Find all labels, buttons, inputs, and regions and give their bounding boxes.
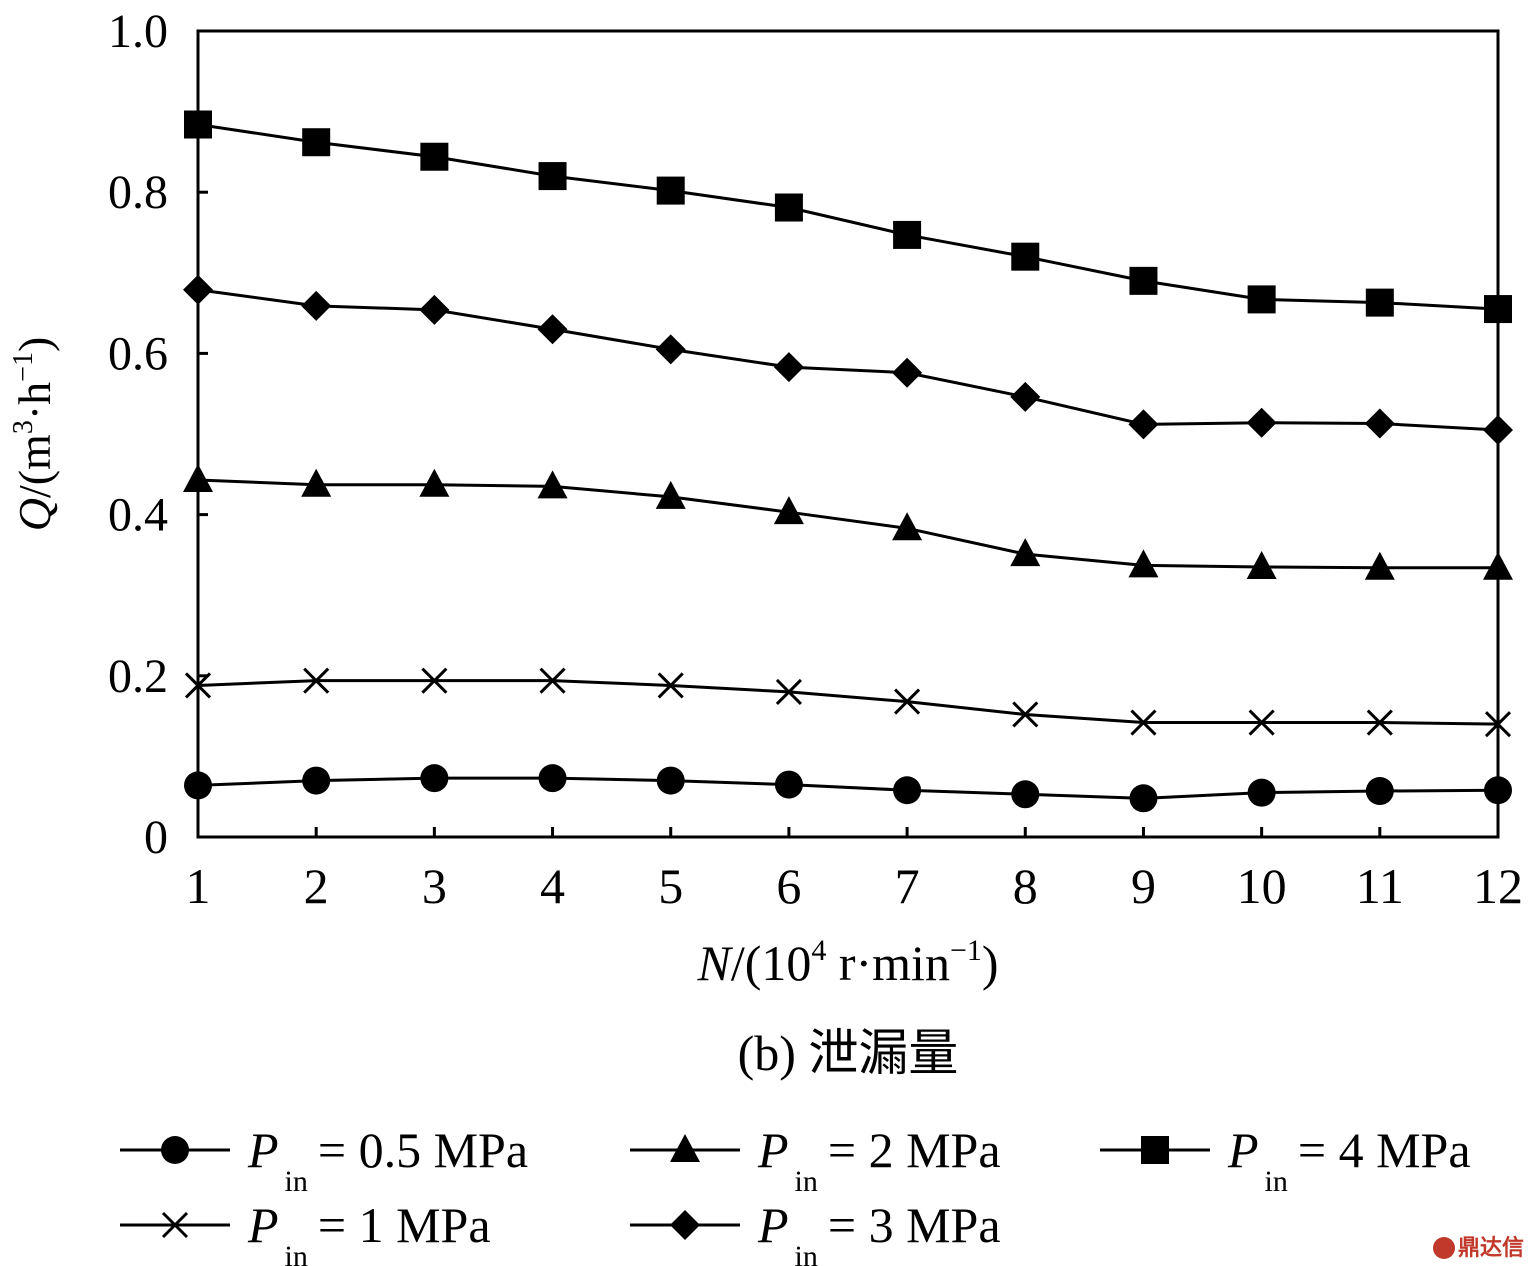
y-axis-ticks: 0 0.2 0.4 0.6 0.8 1.0 <box>108 5 208 864</box>
series-line <box>197 776 1499 800</box>
watermark-seal-icon <box>1432 1237 1455 1259</box>
y-axis-label: Q/(m3·h−1) <box>8 337 60 532</box>
data-point-diamond <box>1128 409 1159 440</box>
data-point-triangle <box>1364 551 1395 580</box>
series-x <box>184 667 1512 738</box>
data-point-circle <box>1011 780 1040 809</box>
x-axis-ticks: 1 2 3 4 5 6 7 8 9 10 11 12 <box>186 827 1523 914</box>
series-diamond <box>183 274 1513 445</box>
data-point-triangle <box>419 468 450 497</box>
x-tick-label: 2 <box>304 858 329 914</box>
legend-item: Pin= 2 MPa <box>630 1122 1001 1198</box>
series-circle <box>184 764 1512 813</box>
series-line <box>197 288 1499 432</box>
legend-marker-circle <box>161 1136 189 1164</box>
data-point-square <box>1247 285 1276 314</box>
data-point-circle <box>420 764 449 793</box>
series-layer <box>183 110 1513 813</box>
data-point-triangle <box>537 470 568 499</box>
data-point-circle <box>774 770 803 799</box>
legend-item: Pin= 4 MPa <box>1100 1122 1471 1198</box>
data-point-circle <box>1365 777 1394 806</box>
watermark-text: 鼎达信 <box>1457 1236 1524 1261</box>
data-point-square <box>1484 295 1512 324</box>
y-tick-label: 0.4 <box>108 489 168 542</box>
data-point-diamond <box>301 290 332 321</box>
data-point-diamond <box>655 334 686 365</box>
data-point-diamond <box>892 357 923 388</box>
y-tick-label: 0.8 <box>108 166 168 219</box>
data-point-triangle <box>301 468 332 497</box>
x-tick-label: 4 <box>540 858 565 914</box>
data-point-diamond <box>537 314 568 345</box>
x-tick-label: 3 <box>422 858 447 914</box>
legend-marker-square <box>1141 1136 1169 1164</box>
data-point-circle <box>1484 776 1512 805</box>
data-point-circle <box>893 776 922 805</box>
series-triangle <box>183 463 1513 580</box>
legend-label: Pin= 3 MPa <box>757 1197 1001 1266</box>
data-point-diamond <box>1010 381 1041 412</box>
x-tick-label: 10 <box>1237 858 1287 914</box>
data-point-diamond <box>1483 414 1513 445</box>
legend-label: Pin= 0.5 MPa <box>247 1122 528 1198</box>
x-tick-label: 9 <box>1131 858 1156 914</box>
data-point-circle <box>302 766 331 795</box>
data-point-square <box>774 193 803 222</box>
series-square <box>184 110 1512 324</box>
y-tick-label: 0.6 <box>108 327 168 380</box>
data-point-triangle <box>1483 551 1513 580</box>
x-tick-label: 7 <box>895 858 920 914</box>
data-point-circle <box>538 764 567 793</box>
data-point-circle <box>656 766 685 795</box>
x-axis-label: N/(104 r·min−1) <box>696 934 998 991</box>
data-point-square <box>184 110 212 139</box>
legend-marker-triangle <box>670 1134 700 1162</box>
data-point-square <box>538 162 567 191</box>
data-point-square <box>420 142 449 171</box>
legend-label: Pin= 4 MPa <box>1227 1122 1471 1198</box>
data-point-square <box>893 220 922 249</box>
x-tick-label: 5 <box>658 858 683 914</box>
data-point-diamond <box>419 294 450 325</box>
data-point-triangle <box>183 463 213 492</box>
data-point-diamond <box>183 274 213 305</box>
data-point-square <box>656 176 685 205</box>
legend-label: Pin= 1 MPa <box>247 1197 491 1266</box>
chart-caption: (b) 泄漏量 <box>738 1025 959 1081</box>
legend-item: Pin= 3 MPa <box>630 1197 1001 1266</box>
data-point-square <box>1365 288 1394 317</box>
data-point-circle <box>184 771 212 800</box>
legend-marker-diamond <box>670 1210 700 1240</box>
series-line <box>197 478 1498 570</box>
x-tick-label: 11 <box>1356 858 1404 914</box>
legend-item: Pin= 0.5 MPa <box>120 1122 528 1198</box>
data-point-diamond <box>773 352 804 383</box>
series-line <box>197 679 1499 726</box>
data-point-circle <box>1247 778 1276 807</box>
x-tick-label: 6 <box>776 858 801 914</box>
x-tick-label: 8 <box>1013 858 1038 914</box>
legend-label: Pin= 2 MPa <box>757 1122 1001 1198</box>
data-point-triangle <box>1246 550 1277 579</box>
data-point-square <box>302 128 331 157</box>
data-point-diamond <box>1364 408 1395 439</box>
x-tick-label: 1 <box>186 858 211 914</box>
y-tick-label: 1.0 <box>108 5 168 58</box>
data-point-square <box>1011 242 1040 271</box>
legend-item: Pin= 1 MPa <box>120 1197 491 1266</box>
data-point-circle <box>1129 784 1158 813</box>
data-point-diamond <box>1246 407 1277 438</box>
y-tick-label: 0 <box>144 811 168 864</box>
data-point-square <box>1129 266 1158 295</box>
watermark: 鼎达信 <box>1432 1230 1524 1262</box>
x-tick-label: 12 <box>1473 858 1523 914</box>
legend: Pin= 0.5 MPa Pin= 2 MPa Pin= 4 MPa Pin= 1 M… <box>120 1122 1471 1266</box>
series-line <box>197 123 1499 311</box>
y-tick-label: 0.2 <box>108 650 168 703</box>
